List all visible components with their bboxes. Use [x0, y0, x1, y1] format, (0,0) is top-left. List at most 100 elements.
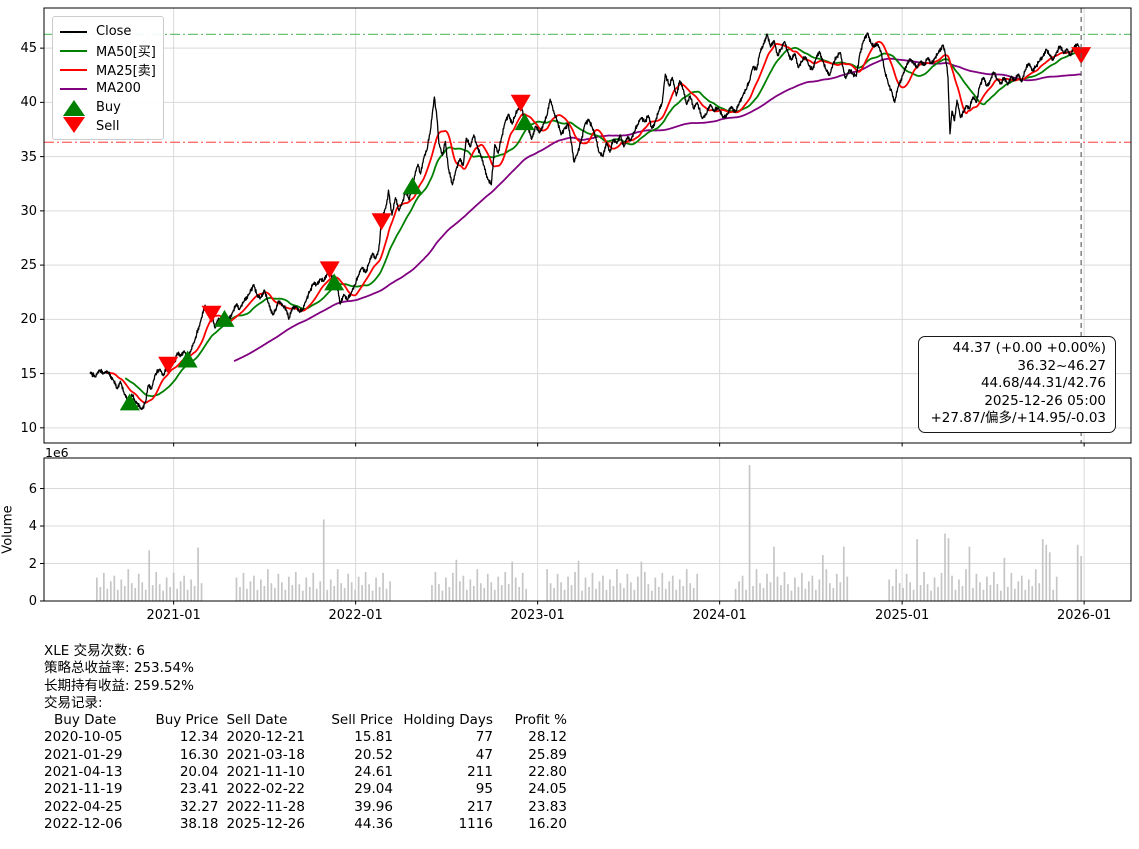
- volume-bar: [148, 550, 151, 601]
- volume-bar: [382, 572, 384, 601]
- trade-cell: 217: [467, 798, 493, 815]
- volume-bar: [748, 465, 751, 601]
- volume-bar: [996, 584, 999, 601]
- volume-bar: [155, 571, 158, 601]
- volume-bar: [895, 569, 897, 601]
- trade-cell: 2022-12-06: [44, 815, 123, 832]
- volume-bar: [183, 575, 185, 601]
- sell-marker: [158, 356, 179, 374]
- price-tick-label: 15: [20, 366, 37, 382]
- date-tick-label: 2026-01: [1056, 608, 1112, 623]
- volume-bar: [773, 546, 775, 601]
- volume-bar: [574, 571, 576, 601]
- volume-bar: [902, 587, 904, 601]
- legend-label: MA25[卖]: [96, 64, 156, 79]
- volume-bar: [759, 583, 761, 601]
- volume-bar: [514, 577, 517, 601]
- volume-bar: [298, 584, 301, 601]
- info-price-line: 44.37 (+0.00 +0.00%): [952, 340, 1106, 356]
- volume-bar: [1003, 557, 1006, 601]
- volume-bar: [790, 590, 793, 601]
- volume-bar: [483, 587, 486, 601]
- trade-cell: 24.05: [528, 781, 567, 798]
- volume-bar: [1045, 544, 1048, 601]
- volume-bar: [448, 586, 451, 601]
- trade-cell: 2021-04-13: [44, 764, 123, 781]
- volume-bar: [469, 579, 472, 601]
- volume-bar: [797, 586, 800, 601]
- volume-bar: [378, 586, 381, 601]
- volume-bar: [930, 590, 932, 601]
- volume-bar: [1052, 589, 1055, 601]
- volume-bar: [975, 573, 978, 601]
- volume-bar: [954, 589, 957, 601]
- trade-col-header: Profit %: [514, 712, 567, 729]
- volume-bar: [755, 569, 758, 601]
- trade-cell: 39.96: [354, 798, 393, 815]
- buy-marker: [402, 177, 423, 195]
- volume-bar: [626, 573, 629, 601]
- volume-bar: [441, 590, 444, 601]
- legend-item-sell: Sell: [60, 117, 157, 136]
- volume-bar: [664, 588, 667, 601]
- volume-bar: [350, 582, 353, 601]
- volume-bar: [472, 586, 475, 601]
- volume-bar: [130, 583, 133, 601]
- chart-legend: Close MA50[买] MA25[卖] MA200 Buy Sell: [52, 16, 164, 140]
- volume-bar: [333, 586, 336, 601]
- volume-bar: [193, 586, 196, 601]
- volume-bar: [497, 576, 500, 601]
- volume-bar: [738, 581, 740, 601]
- volume-bar: [486, 573, 489, 601]
- price-panel-border: [43, 7, 1132, 444]
- legend-item-buy: Buy: [60, 98, 157, 117]
- trade-cell: 15.81: [354, 729, 393, 746]
- volume-bar: [584, 577, 587, 601]
- volume-panel-border: [43, 457, 1132, 602]
- trade-cell: 29.04: [354, 781, 393, 798]
- volume-bar: [1027, 579, 1030, 601]
- trade-cell: 2021-11-19: [44, 781, 123, 798]
- trade-cell: 44.36: [354, 815, 393, 832]
- volume-tick-label: 2: [28, 556, 37, 572]
- volume-bar: [479, 583, 482, 601]
- volume-bar: [1020, 575, 1023, 601]
- volume-bar: [1010, 572, 1013, 601]
- trade-col-header: Sell Price: [331, 712, 393, 729]
- volume-bar: [1024, 589, 1027, 601]
- volume-bar: [549, 583, 552, 601]
- volume-bar: [319, 581, 322, 601]
- trade-cell: 23.41: [179, 781, 219, 798]
- volume-bar: [588, 586, 590, 601]
- volume-bar: [162, 590, 165, 601]
- volume-bar: [776, 576, 779, 601]
- volume-bar: [364, 571, 367, 601]
- volume-bar: [581, 590, 583, 601]
- sell-marker: [371, 213, 392, 231]
- volume-bar: [511, 561, 514, 601]
- legend-line-swatch: [60, 49, 87, 52]
- volume-bar: [500, 585, 503, 601]
- volume-axis-title: Volume: [0, 505, 16, 554]
- volume-bar: [811, 575, 814, 601]
- volume-bar: [1080, 556, 1082, 601]
- trade-cell: 32.27: [179, 798, 219, 815]
- volume-bar: [835, 573, 838, 601]
- volume-bar: [888, 579, 891, 601]
- price-tick-label: 10: [20, 420, 37, 436]
- volume-bar: [647, 584, 650, 601]
- volume-bar: [322, 519, 325, 601]
- volume-bar: [431, 585, 433, 601]
- volume-bar: [951, 575, 953, 601]
- volume-bar: [270, 583, 273, 601]
- volume-bar: [794, 577, 796, 601]
- date-tick-label: 2022-01: [328, 608, 383, 623]
- volume-bar: [308, 586, 311, 601]
- trade-row: 2021-01-29 16.30 2021-03-18 20.52 47 25.89: [44, 747, 567, 764]
- sell-marker: [201, 305, 222, 323]
- volume-bar: [734, 588, 737, 601]
- volume-bar: [947, 538, 950, 601]
- volume-bar: [329, 579, 332, 601]
- price-tick-label: 35: [20, 149, 37, 165]
- volume-bar: [968, 546, 971, 601]
